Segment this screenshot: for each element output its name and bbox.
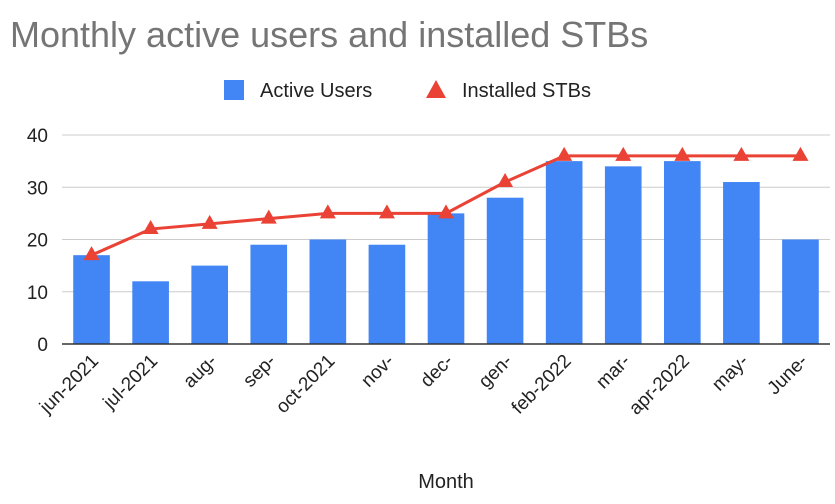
bar-jul-2021	[132, 281, 169, 344]
bar-dec-	[427, 213, 465, 344]
line-installed-stbs	[83, 146, 809, 261]
x-tick-label-apr-2022: apr-2022	[625, 351, 694, 420]
x-tick-label-jun-2021: jun-2021	[35, 351, 103, 419]
point-oct-2021	[319, 204, 336, 219]
point-jul-2021	[142, 220, 159, 235]
y-tick-label-20: 20	[27, 231, 48, 252]
x-tick-label-feb-2022: feb-2022	[508, 351, 576, 419]
y-tick-label-10: 10	[27, 283, 48, 304]
point-dec-	[438, 204, 454, 219]
bar-apr-2022	[663, 161, 701, 344]
y-axis-ticks: 0 10 20 30 40	[27, 126, 48, 356]
bar-June-	[782, 239, 819, 344]
bar-feb-2022	[545, 161, 583, 344]
x-axis-title: Month	[418, 471, 474, 493]
point-nov-	[378, 204, 395, 219]
y-tick-label-40: 40	[27, 126, 48, 147]
bar-aug-	[191, 265, 229, 344]
bar-nov-	[368, 244, 406, 344]
bar-sep-	[250, 244, 288, 344]
point-apr-2022	[674, 146, 691, 161]
x-tick-label-dec-: dec-	[417, 351, 458, 392]
point-June-	[792, 146, 809, 161]
x-tick-label-oct-2021: oct-2021	[272, 351, 339, 418]
y-tick-label-0: 0	[37, 335, 48, 356]
x-tick-label-June-: June-	[764, 351, 812, 399]
legend-label-active-users: Active Users	[260, 80, 372, 102]
bars-active-users	[73, 161, 819, 344]
legend-label-installed-stbs: Installed STBs	[462, 80, 591, 102]
bar-jun-2021	[73, 255, 110, 344]
point-jun-2021	[83, 246, 100, 261]
x-tick-label-jul-2021: jul-2021	[99, 351, 162, 414]
point-may-	[733, 146, 750, 161]
legend: Active Users Installed STBs	[224, 80, 591, 102]
x-tick-label-sep-: sep-	[239, 351, 280, 392]
point-mar-	[615, 146, 632, 161]
point-feb-2022	[556, 146, 573, 161]
point-sep-	[260, 209, 277, 224]
x-tick-label-mar-: mar-	[592, 351, 634, 393]
chart-title: Monthly active users and installed STBs	[10, 14, 649, 55]
y-tick-label-30: 30	[27, 178, 48, 199]
point-aug-	[201, 214, 218, 229]
x-tick-label-aug-: aug-	[179, 351, 221, 393]
x-tick-label-gen-: gen-	[475, 351, 517, 393]
legend-swatch-active-users	[224, 80, 244, 100]
bar-gen-	[486, 197, 524, 344]
x-tick-label-nov-: nov-	[357, 351, 398, 392]
bar-mar-	[604, 166, 642, 344]
bar-may-	[723, 182, 760, 344]
point-gen-	[497, 173, 514, 188]
x-tick-label-may-: may-	[708, 351, 753, 396]
bar-oct-2021	[309, 239, 347, 344]
legend-marker-installed-stbs	[426, 80, 446, 98]
